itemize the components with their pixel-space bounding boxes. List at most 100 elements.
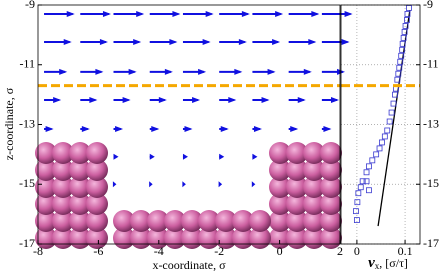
atom bbox=[249, 210, 271, 232]
arrow bbox=[321, 97, 339, 104]
atom bbox=[286, 176, 308, 198]
arrow-head bbox=[323, 125, 332, 132]
arrow bbox=[321, 68, 346, 75]
subscript: x bbox=[375, 261, 380, 271]
arrow-head bbox=[303, 68, 312, 75]
atom bbox=[269, 159, 291, 181]
arrow-head bbox=[113, 153, 119, 160]
arrow bbox=[252, 39, 281, 46]
arrow-head bbox=[253, 125, 262, 132]
arrow bbox=[219, 68, 243, 75]
data-point bbox=[399, 40, 406, 47]
arrow-head bbox=[184, 125, 193, 132]
atom bbox=[198, 210, 220, 232]
arrow bbox=[80, 97, 98, 104]
arrow bbox=[182, 39, 211, 46]
atom bbox=[320, 176, 342, 198]
arrow-head bbox=[252, 153, 258, 160]
atom bbox=[69, 227, 91, 249]
y-tick-label: -17 bbox=[19, 236, 35, 250]
arrow bbox=[149, 153, 155, 160]
arrow bbox=[219, 153, 225, 160]
atom bbox=[86, 210, 108, 232]
arrow bbox=[80, 10, 111, 17]
arrow-head bbox=[241, 10, 250, 17]
data-point bbox=[394, 76, 401, 83]
atom bbox=[52, 142, 74, 164]
atom bbox=[164, 227, 186, 249]
arrow-head bbox=[158, 97, 167, 104]
data-point bbox=[373, 151, 380, 158]
atom bbox=[130, 227, 152, 249]
atom bbox=[69, 193, 91, 215]
arrow bbox=[80, 68, 104, 75]
atom bbox=[52, 159, 74, 181]
arrow-head bbox=[238, 39, 247, 46]
arrow-head bbox=[112, 181, 117, 188]
arrow bbox=[252, 68, 276, 75]
data-point bbox=[355, 190, 362, 197]
data-point bbox=[369, 157, 376, 164]
arrow bbox=[44, 125, 54, 132]
arrow-head bbox=[234, 68, 243, 75]
arrow bbox=[44, 97, 62, 104]
arrow bbox=[321, 125, 332, 132]
atom bbox=[35, 159, 57, 181]
arrow bbox=[321, 10, 353, 17]
atom bbox=[320, 210, 342, 232]
atom bbox=[86, 159, 108, 181]
atom bbox=[249, 227, 271, 249]
atom bbox=[147, 210, 169, 232]
arrow-head bbox=[128, 68, 137, 75]
arrow bbox=[288, 125, 299, 132]
data-point bbox=[363, 169, 370, 176]
data-point bbox=[384, 127, 391, 134]
atom bbox=[303, 193, 325, 215]
atom bbox=[198, 227, 220, 249]
y-tick-label: -9 bbox=[25, 0, 35, 11]
arrow-head bbox=[341, 39, 350, 46]
arrow-head bbox=[198, 68, 207, 75]
arrow-head bbox=[308, 39, 317, 46]
arrow bbox=[80, 39, 108, 46]
arrow bbox=[113, 153, 119, 160]
x-tick-label: -6 bbox=[93, 244, 103, 258]
arrow bbox=[149, 181, 153, 188]
atom bbox=[69, 176, 91, 198]
atom bbox=[320, 227, 342, 249]
x-tick-label: -4 bbox=[154, 244, 164, 258]
unit: , [σ/τ] bbox=[379, 256, 408, 270]
arrow bbox=[218, 181, 223, 188]
atom bbox=[269, 193, 291, 215]
atom bbox=[113, 227, 135, 249]
arrow-head bbox=[220, 125, 229, 132]
arrow-head bbox=[45, 125, 54, 132]
atom bbox=[35, 210, 57, 232]
arrow bbox=[113, 39, 142, 46]
arrow-head bbox=[149, 153, 155, 160]
atom bbox=[286, 193, 308, 215]
atom bbox=[52, 210, 74, 232]
data-point bbox=[399, 46, 406, 53]
arrow-head bbox=[164, 68, 173, 75]
arrow-head bbox=[182, 181, 186, 188]
arrow-head bbox=[205, 10, 214, 17]
data-point bbox=[390, 100, 397, 107]
x-tick-label: -8 bbox=[33, 244, 43, 258]
data-point bbox=[386, 118, 393, 125]
atom bbox=[269, 210, 291, 232]
data-point bbox=[366, 187, 372, 194]
data-point bbox=[398, 52, 405, 59]
atom bbox=[269, 176, 291, 198]
atom bbox=[181, 210, 203, 232]
data-point bbox=[396, 64, 403, 71]
arrow bbox=[149, 39, 178, 46]
arrow bbox=[149, 125, 160, 132]
arrow-head bbox=[330, 97, 339, 104]
arrow-head bbox=[169, 39, 178, 46]
arrow-head bbox=[99, 39, 108, 46]
arrow-head bbox=[149, 181, 153, 188]
atom bbox=[86, 142, 108, 164]
y-axis-label: z-coordinate, σ bbox=[2, 87, 16, 160]
data-point bbox=[379, 139, 385, 146]
